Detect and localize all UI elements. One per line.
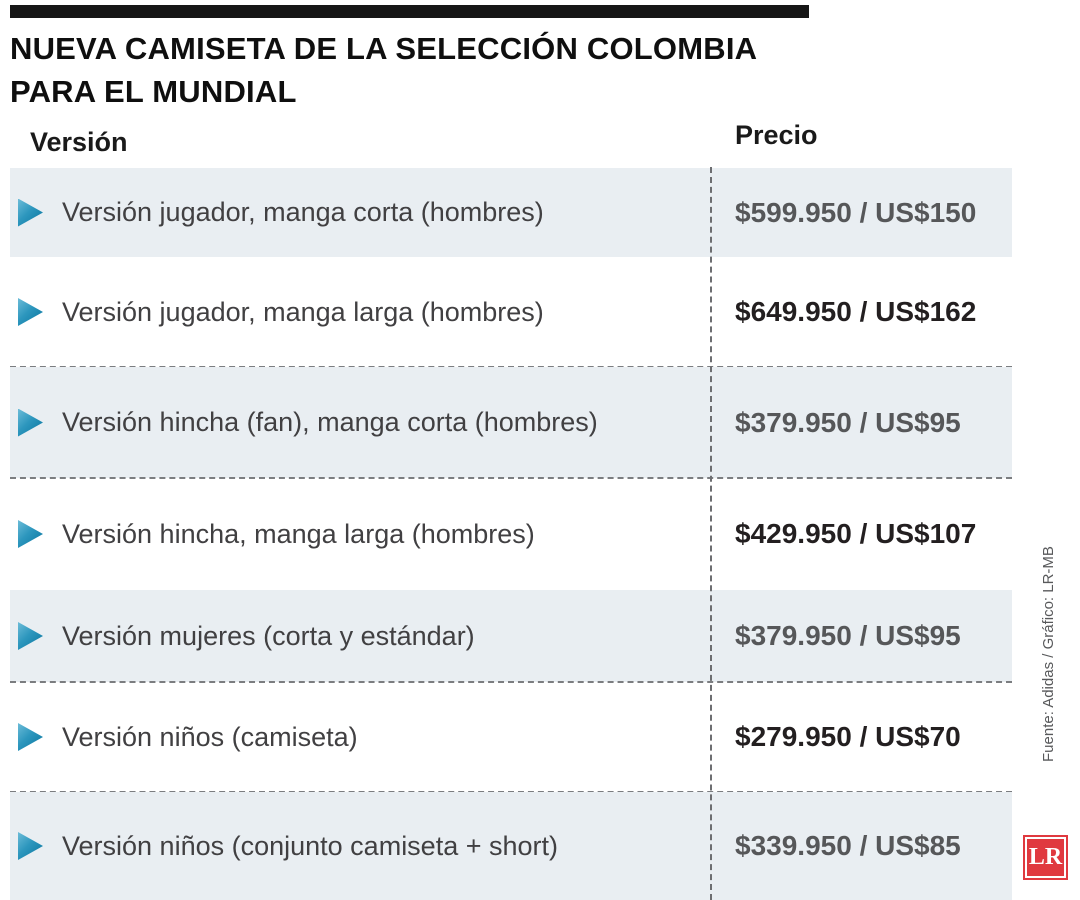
play-triangle-icon — [18, 198, 43, 227]
play-triangle-icon — [18, 520, 43, 548]
column-divider-dashed-line — [710, 167, 712, 900]
price-value: $279.950 / US$70 — [735, 721, 961, 752]
top-bar — [10, 5, 809, 18]
source-credit: Fuente: Adidas / Gráfico: LR-MB — [1040, 546, 1057, 762]
column-header-price: Precio — [735, 120, 818, 150]
price-value: $379.950 / US$95 — [735, 406, 961, 438]
table-row: Versión mujeres (corta y estándar) $379.… — [0, 590, 1080, 683]
version-label: Versión hincha (fan), manga corta (hombr… — [62, 407, 598, 437]
page-title-line1: NUEVA CAMISETA DE LA SELECCIÓN COLOMBIA — [10, 31, 758, 66]
play-triangle-icon — [18, 298, 43, 326]
price-value: $339.950 / US$85 — [735, 830, 961, 861]
lr-logo-text: LR — [1028, 844, 1063, 870]
table-row: Versión jugador, manga corta (hombres) $… — [0, 168, 1080, 257]
version-label: Versión jugador, manga corta (hombres) — [62, 197, 544, 227]
table-row: Versión jugador, manga larga (hombres) $… — [0, 257, 1080, 368]
price-value: $599.950 / US$150 — [735, 196, 977, 228]
price-value: $649.950 / US$162 — [735, 296, 977, 327]
play-triangle-icon — [18, 408, 43, 437]
page-title: NUEVA CAMISETA DE LA SELECCIÓN COLOMBIA … — [10, 27, 757, 113]
page-title-line2: PARA EL MUNDIAL — [10, 74, 297, 109]
play-triangle-icon — [18, 832, 43, 860]
play-triangle-icon — [18, 723, 43, 751]
price-value: $429.950 / US$107 — [735, 518, 977, 549]
price-table: Versión jugador, manga corta (hombres) $… — [0, 168, 1080, 900]
lr-logo: LR — [1023, 835, 1068, 880]
column-header-version: Versión — [30, 127, 128, 157]
price-value: $379.950 / US$95 — [735, 620, 961, 651]
table-row: Versión hincha (fan), manga corta (hombr… — [0, 367, 1080, 479]
version-label: Versión jugador, manga larga (hombres) — [62, 296, 544, 327]
play-triangle-icon — [18, 622, 43, 650]
version-label: Versión niños (camiseta) — [62, 721, 358, 752]
table-row: Versión hincha, manga larga (hombres) $4… — [0, 478, 1080, 590]
version-label: Versión mujeres (corta y estándar) — [62, 620, 475, 651]
version-label: Versión hincha, manga larga (hombres) — [62, 518, 535, 549]
version-label: Versión niños (conjunto camiseta + short… — [62, 830, 559, 861]
table-row: Versión niños (conjunto camiseta + short… — [0, 792, 1080, 900]
table-row: Versión niños (camiseta) $279.950 / US$7… — [0, 682, 1080, 793]
